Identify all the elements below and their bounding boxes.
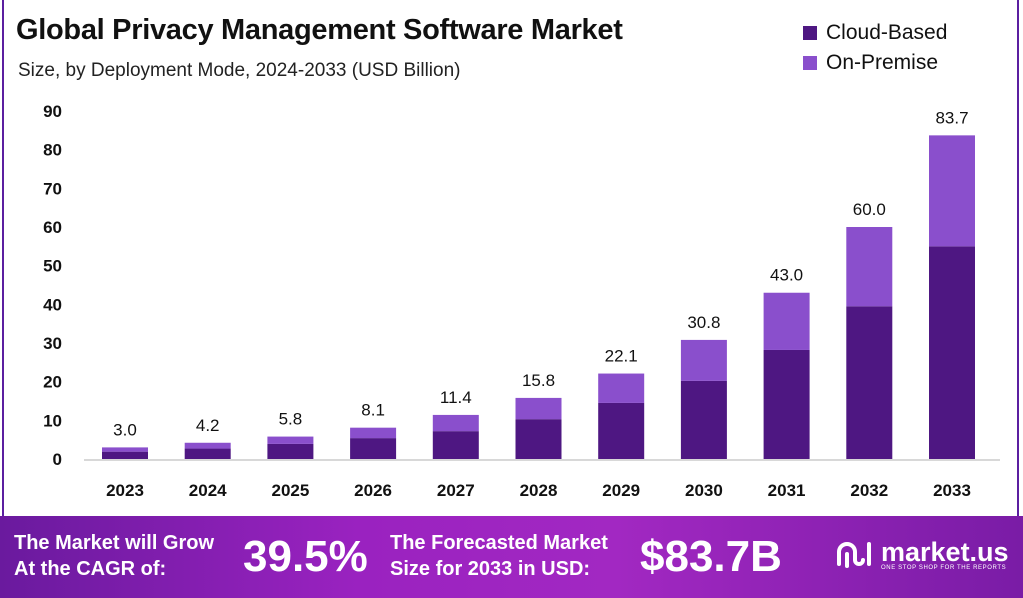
x-tick-label: 2027 [437, 481, 475, 500]
x-tick-label: 2029 [602, 481, 640, 500]
legend-item-cloud-based: Cloud-Based [803, 18, 947, 48]
brand-tagline: ONE STOP SHOP FOR THE REPORTS [881, 565, 1007, 571]
data-label-total: 83.7 [935, 108, 968, 127]
brand-name: market.us [881, 537, 1009, 567]
bar-on-premise-2032 [846, 227, 893, 307]
bar-cloud-based-2027 [432, 431, 479, 459]
x-tick-label: 2033 [933, 481, 971, 500]
bar-cloud-based-2029 [598, 402, 645, 459]
x-tick-label: 2031 [768, 481, 806, 500]
legend-label: On-Premise [826, 51, 939, 74]
x-tick-label: 2032 [850, 481, 888, 500]
bar-cloud-based-2030 [680, 380, 727, 459]
bar-on-premise-2027 [432, 414, 479, 432]
data-label-total: 4.2 [196, 416, 220, 435]
data-label-total: 30.8 [687, 313, 720, 332]
bar-on-premise-2024 [184, 442, 231, 449]
data-label-total: 8.1 [361, 401, 385, 420]
bar-on-premise-2025 [267, 436, 314, 444]
bar-cloud-based-2023 [102, 451, 148, 459]
data-label-total: 3.0 [113, 420, 137, 439]
legend-swatch-on-premise [803, 56, 817, 70]
data-label-total: 11.4 [440, 388, 472, 407]
chart-title: Global Privacy Management Software Marke… [16, 14, 623, 46]
x-tick-label: 2030 [685, 481, 723, 500]
forecast-value: $83.7B [640, 532, 782, 581]
bar-on-premise-2023 [102, 447, 148, 452]
bar-on-premise-2028 [515, 397, 562, 420]
bar-cloud-based-2032 [846, 306, 893, 459]
legend: Cloud-Based On-Premise [803, 18, 947, 78]
y-tick-label: 0 [53, 450, 62, 469]
forecast-label: The Forecasted Market Size for 2033 in U… [390, 530, 608, 582]
bar-chart: 01020304050607080903.020234.220245.82025… [43, 102, 1000, 500]
bar-on-premise-2026 [350, 427, 397, 439]
forecast-label-line2: Size for 2033 in USD: [390, 558, 591, 580]
chart-subtitle: Size, by Deployment Mode, 2024-2033 (USD… [18, 60, 461, 81]
market-us-logo: market.us ONE STOP SHOP FOR THE REPORTS [835, 538, 1009, 572]
data-label-total: 43.0 [770, 266, 803, 285]
cagr-label-line2: At the CAGR of: [14, 558, 167, 580]
data-label-total: 60.0 [853, 200, 886, 219]
y-tick-label: 10 [43, 411, 62, 430]
y-tick-label: 80 [43, 141, 62, 160]
legend-label: Cloud-Based [826, 21, 948, 44]
x-tick-label: 2028 [520, 481, 558, 500]
x-tick-label: 2024 [189, 481, 227, 500]
legend-swatch-cloud-based [803, 26, 817, 40]
cagr-label: The Market will Grow At the CAGR of: [14, 530, 214, 582]
bar-cloud-based-2028 [515, 419, 562, 459]
chart-frame [2, 0, 1019, 516]
bar-on-premise-2033 [929, 135, 975, 247]
bar-cloud-based-2033 [929, 246, 975, 459]
forecast-label-line1: The Forecasted Market [390, 532, 608, 554]
legend-item-on-premise: On-Premise [803, 48, 947, 78]
x-tick-label: 2025 [271, 481, 309, 500]
y-tick-label: 90 [43, 102, 62, 121]
bar-cloud-based-2025 [267, 443, 314, 459]
cagr-value: 39.5% [243, 532, 368, 581]
data-label-total: 5.8 [279, 410, 303, 429]
bar-on-premise-2030 [680, 339, 727, 381]
y-tick-label: 60 [43, 218, 62, 237]
y-tick-label: 20 [43, 373, 62, 392]
cagr-label-line1: The Market will Grow [14, 532, 215, 554]
y-tick-label: 50 [43, 257, 62, 276]
y-tick-label: 30 [43, 334, 62, 353]
market-us-logo-icon [837, 542, 871, 568]
bar-cloud-based-2026 [350, 438, 397, 459]
bar-cloud-based-2031 [763, 349, 810, 459]
bar-cloud-based-2024 [184, 448, 231, 459]
data-label-total: 22.1 [605, 347, 638, 366]
x-tick-label: 2026 [354, 481, 392, 500]
x-tick-label: 2023 [106, 481, 144, 500]
data-label-total: 15.8 [522, 371, 555, 390]
bar-on-premise-2029 [598, 373, 645, 403]
y-tick-label: 70 [43, 179, 62, 198]
y-tick-label: 40 [43, 295, 62, 314]
footer-banner: The Market will Grow At the CAGR of: 39.… [0, 516, 1023, 598]
bar-on-premise-2031 [763, 292, 810, 350]
